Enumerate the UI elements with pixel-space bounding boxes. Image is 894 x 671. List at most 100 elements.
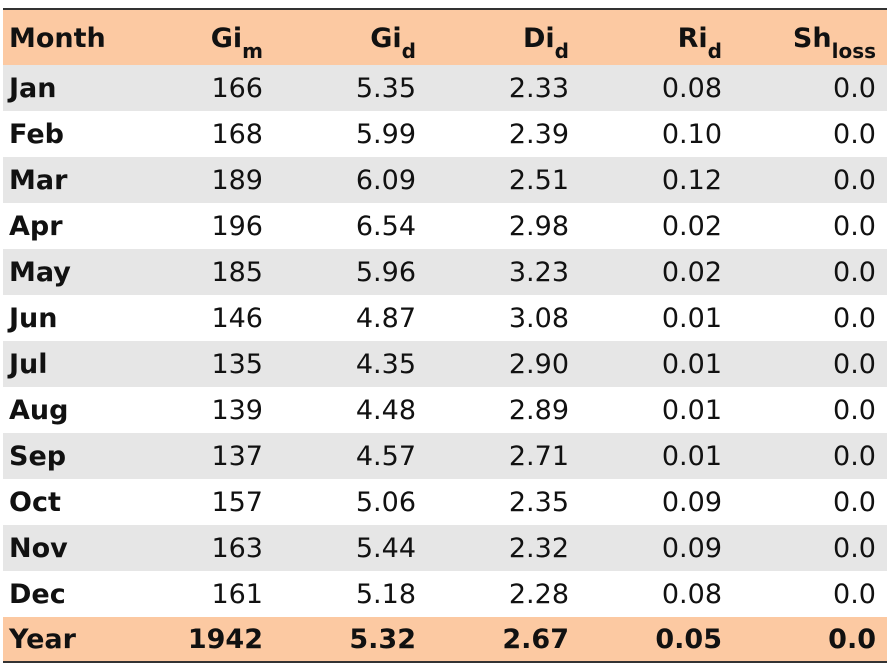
value-cell: 0.02 [661,210,722,242]
value-cell: 2.28 [508,578,569,610]
header-text: Gi [370,23,402,54]
value-cell: 4.87 [355,302,416,334]
month-label: Oct [9,486,61,518]
value-cell: 161 [211,578,263,610]
month-label: Jun [9,302,58,334]
value-cell: 0.0 [833,348,876,380]
header-cell: Gi d [370,10,416,67]
value-cell: 2.98 [508,210,569,242]
value-cell: 0.0 [833,302,876,334]
header-text: Di [523,23,555,54]
value-cell: 5.44 [355,532,416,564]
data-row: Oct 157 5.06 2.35 0.09 0.0 [3,479,887,525]
value-cell: 0.0 [833,210,876,242]
total-label: Year [9,623,76,655]
value-cell: 5.99 [355,118,416,150]
value-cell: 0.0 [833,118,876,150]
total-row: Year 1942 5.32 2.67 0.05 0.0 [3,617,887,663]
value-cell: 2.89 [508,394,569,426]
header-text: Ri [677,23,708,54]
header-cell: Gi m [211,10,263,67]
value-cell: 0.0 [833,486,876,518]
value-cell: 2.90 [508,348,569,380]
month-label: Apr [9,210,63,242]
value-cell: 189 [211,164,263,196]
value-cell: 137 [211,440,263,472]
month-label: Sep [9,440,67,472]
value-cell: 139 [211,394,263,426]
value-cell: 5.35 [355,72,416,104]
value-cell: 3.23 [508,256,569,288]
header-text: Sh [792,23,832,54]
value-cell: 166 [211,72,263,104]
value-cell: 2.32 [508,532,569,564]
value-cell: 0.0 [833,578,876,610]
data-row: Aug 139 4.48 2.89 0.01 0.0 [3,387,887,433]
header-row: Month Gi m Gi d Di d Ri d Sh loss [3,8,887,67]
header-text: Gi [210,23,243,54]
header-subscript: d [401,38,416,63]
value-cell: 0.02 [661,256,722,288]
value-cell: 0.12 [661,164,722,196]
month-label: Nov [9,532,68,564]
header-subscript: m [242,38,263,63]
header-text: Month [9,23,106,54]
value-cell: 135 [211,348,263,380]
value-cell: 0.0 [833,440,876,472]
header-cell: Di d [523,10,569,67]
value-cell: 0.01 [661,440,722,472]
value-cell: 0.09 [661,486,722,518]
value-cell: 0.0 [833,532,876,564]
total-cell: 5.32 [349,623,416,655]
value-cell: 5.06 [355,486,416,518]
value-cell: 4.35 [355,348,416,380]
month-label: Aug [9,394,69,426]
value-cell: 0.01 [661,302,722,334]
header-subscript: d [707,38,722,63]
data-row: Jan 166 5.35 2.33 0.08 0.0 [3,65,887,111]
total-cell: 0.0 [828,623,876,655]
month-label: May [9,256,71,288]
value-cell: 2.35 [508,486,569,518]
value-cell: 5.96 [355,256,416,288]
data-row: Apr 196 6.54 2.98 0.02 0.0 [3,203,887,249]
value-cell: 0.08 [661,578,722,610]
data-row: Dec 161 5.18 2.28 0.08 0.0 [3,571,887,617]
value-cell: 0.10 [661,118,722,150]
value-cell: 185 [211,256,263,288]
value-cell: 157 [211,486,263,518]
value-cell: 2.33 [508,72,569,104]
header-cell: Month [9,10,106,67]
value-cell: 2.51 [508,164,569,196]
month-label: Dec [9,578,66,610]
value-cell: 4.48 [355,394,416,426]
data-row: Jul 135 4.35 2.90 0.01 0.0 [3,341,887,387]
data-row: Mar 189 6.09 2.51 0.12 0.0 [3,157,887,203]
data-row: Feb 168 5.99 2.39 0.10 0.0 [3,111,887,157]
month-label: Mar [9,164,68,196]
value-cell: 0.01 [661,394,722,426]
value-cell: 4.57 [355,440,416,472]
header-subscript: d [554,38,569,63]
value-cell: 3.08 [508,302,569,334]
month-label: Jul [9,348,48,380]
header-cell: Sh loss [793,10,876,67]
data-row: Jun 146 4.87 3.08 0.01 0.0 [3,295,887,341]
value-cell: 6.54 [355,210,416,242]
value-cell: 6.09 [355,164,416,196]
data-row: Sep 137 4.57 2.71 0.01 0.0 [3,433,887,479]
value-cell: 2.39 [508,118,569,150]
value-cell: 2.71 [508,440,569,472]
month-label: Jan [9,72,57,104]
total-cell: 1942 [187,623,263,655]
value-cell: 0.0 [833,164,876,196]
total-cell: 2.67 [502,623,569,655]
value-cell: 0.01 [661,348,722,380]
value-cell: 168 [211,118,263,150]
value-cell: 163 [211,532,263,564]
value-cell: 5.18 [355,578,416,610]
total-cell: 0.05 [655,623,722,655]
value-cell: 0.0 [833,394,876,426]
value-cell: 0.0 [833,256,876,288]
